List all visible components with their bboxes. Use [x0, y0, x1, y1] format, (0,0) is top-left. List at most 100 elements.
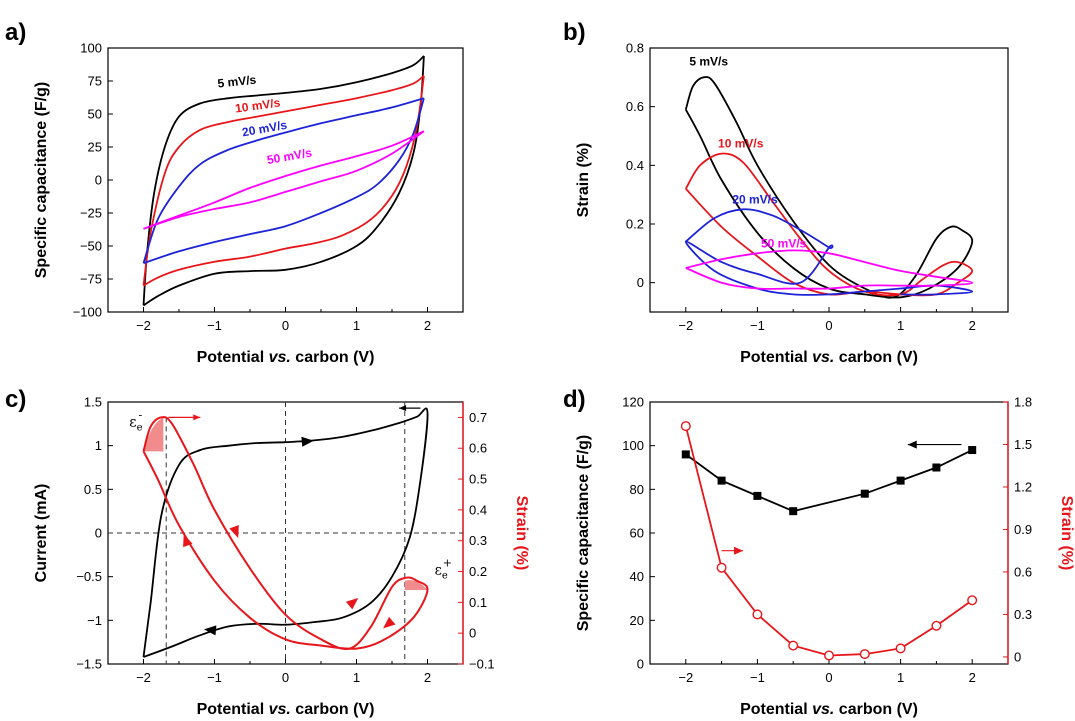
x-axis-label-part: Potential	[197, 349, 269, 366]
y-tick-label: −25	[80, 206, 102, 221]
right-axis-label: Strain (%)	[1058, 496, 1075, 571]
x-axis-label-part: vs.	[269, 701, 291, 718]
strain-line	[684, 425, 973, 657]
x-axis-label: Potential vs. carbon (V)	[740, 701, 918, 718]
series-annotation: 10 mV/s	[234, 95, 281, 115]
strain-point	[824, 650, 835, 661]
y-tick-label: 0	[95, 173, 102, 188]
panel-label: a)	[5, 19, 26, 46]
right-tick-label: 0.3	[469, 533, 487, 548]
strain-point	[967, 595, 978, 606]
right-tick-label: 1.2	[1014, 479, 1032, 494]
x-axis-label-part: carbon (V)	[834, 349, 918, 366]
x-tick-label: 1	[353, 318, 360, 333]
x-tick-label: 2	[969, 670, 976, 685]
x-axis-label-part: Potential	[740, 701, 812, 718]
direction-arrow	[301, 436, 314, 447]
y-tick-label: 1	[95, 438, 102, 453]
x-tick-label: 1	[353, 670, 360, 685]
right-tick-label: 0.2	[469, 564, 487, 579]
right-tick-label: 1.5	[1014, 437, 1032, 452]
x-axis-label: Potential vs. carbon (V)	[197, 701, 375, 718]
x-axis-label-part: carbon (V)	[834, 701, 918, 718]
y-tick-label: 20	[630, 613, 644, 628]
y-axis-label: Current (mA)	[33, 484, 50, 583]
capacitance-point	[789, 507, 798, 516]
right-tick-label: 0	[469, 626, 476, 641]
y-tick-label: −0.5	[76, 569, 102, 584]
epsilon-minus-region	[143, 417, 164, 452]
epsilon-plus-base: ε	[435, 563, 442, 579]
y-tick-label: 80	[630, 482, 644, 497]
series-line-50mVs	[143, 130, 425, 230]
x-tick-label: 2	[424, 318, 431, 333]
capacitance-point	[932, 463, 941, 472]
right-tick-label: −0.1	[469, 657, 495, 672]
y-tick-label: 25	[88, 140, 102, 155]
y-tick-label: −1	[87, 613, 102, 628]
series-line-10mVs	[685, 152, 974, 297]
strain-point	[716, 562, 727, 573]
series-line-50mVs	[685, 249, 974, 290]
y-tick-label: 0	[637, 657, 644, 672]
x-tick-label: 1	[897, 318, 904, 333]
panel-label: b)	[563, 19, 586, 46]
right-tick-label: 0.5	[469, 472, 487, 487]
y-tick-label: 50	[88, 107, 102, 122]
direction-arrow	[345, 597, 359, 610]
plot-frame-a	[107, 47, 464, 313]
strain-curve	[142, 416, 429, 651]
direction-arrow	[383, 616, 396, 629]
x-axis-label-part: carbon (V)	[291, 349, 375, 366]
x-tick-label: 0	[825, 670, 832, 685]
series-annotation: 10 mV/s	[718, 137, 764, 151]
y-tick-label: −75	[80, 272, 102, 287]
x-tick-label: 2	[969, 318, 976, 333]
series-line-20mVs	[143, 97, 425, 265]
epsilon-minus-sup: -	[138, 409, 142, 422]
capacitance-point	[753, 491, 762, 500]
x-tick-label: −1	[207, 318, 222, 333]
right-tick-label: 0.9	[1014, 522, 1032, 537]
epsilon-minus-sub: e	[137, 423, 143, 434]
strain-axis-indicator-head	[193, 414, 201, 421]
y-tick-label: −100	[73, 305, 102, 320]
x-tick-label: −2	[678, 670, 693, 685]
right-tick-label: 0.6	[1014, 564, 1032, 579]
y-axis-label: Specific capacitance (F/g)	[575, 435, 592, 632]
y-tick-label: 0.8	[626, 41, 644, 56]
series-annotation: 20 mV/s	[241, 118, 288, 140]
panel-label: c)	[5, 386, 26, 413]
epsilon-plus-sup: +	[443, 557, 452, 570]
capacitance-point	[860, 489, 869, 498]
epsilon-minus-base: ε	[129, 415, 136, 431]
right-tick-label: 0.3	[1014, 607, 1032, 622]
direction-arrow	[229, 525, 239, 539]
x-tick-label: 0	[825, 318, 832, 333]
y-tick-label: 0.2	[626, 217, 644, 232]
y-axis-label: Specific capacitance (F/g)	[33, 82, 50, 279]
series-annotation: 50 mV/s	[266, 145, 313, 167]
y-tick-label: 120	[622, 395, 644, 410]
series-annotation: 5 mV/s	[217, 73, 257, 91]
y-tick-label: 0.4	[626, 158, 644, 173]
epsilon-minus-label: εe-	[129, 409, 142, 434]
current-axis-indicator-head	[399, 405, 407, 412]
y-tick-label: 100	[622, 438, 644, 453]
x-tick-label: −2	[136, 670, 151, 685]
right-tick-label: 0.7	[469, 410, 487, 425]
y-tick-label: 75	[88, 74, 102, 89]
series-line-5mVs	[142, 55, 425, 306]
series-annotation: 50 mV/s	[761, 236, 807, 250]
y-tick-label: 1.5	[84, 395, 102, 410]
direction-arrow	[203, 625, 217, 636]
y-tick-label: 100	[80, 41, 102, 56]
series-annotation: 5 mV/s	[689, 55, 728, 69]
x-tick-label: 2	[424, 670, 431, 685]
x-axis-label: Potential vs. carbon (V)	[197, 349, 375, 366]
strain-point	[680, 421, 691, 432]
capacitance-line	[685, 449, 973, 513]
capacitance-point	[896, 476, 905, 485]
epsilon-plus-region	[404, 580, 428, 591]
